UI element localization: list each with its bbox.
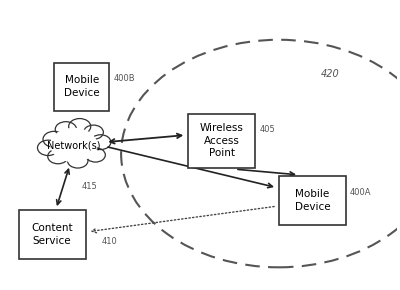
FancyBboxPatch shape (279, 176, 346, 225)
Circle shape (90, 135, 111, 150)
Circle shape (55, 122, 76, 137)
FancyBboxPatch shape (54, 63, 109, 111)
Text: Wireless
Access
Point: Wireless Access Point (200, 123, 244, 158)
Text: 410: 410 (101, 238, 117, 246)
Circle shape (43, 131, 65, 147)
FancyBboxPatch shape (18, 211, 86, 259)
Circle shape (51, 128, 97, 162)
Circle shape (48, 149, 68, 164)
Text: 400A: 400A (350, 188, 371, 197)
Circle shape (51, 128, 97, 162)
Text: 415: 415 (82, 182, 98, 191)
Circle shape (84, 125, 103, 139)
FancyBboxPatch shape (188, 114, 255, 168)
Text: Mobile
Device: Mobile Device (64, 75, 100, 98)
Text: 400B: 400B (113, 74, 135, 83)
Text: 405: 405 (259, 125, 275, 134)
Circle shape (68, 153, 88, 168)
Text: Content
Service: Content Service (31, 223, 73, 246)
Circle shape (86, 148, 105, 162)
Text: Network(s): Network(s) (47, 140, 100, 150)
Circle shape (69, 119, 91, 135)
Text: Mobile
Device: Mobile Device (295, 189, 330, 212)
Text: 420: 420 (321, 69, 340, 79)
Circle shape (38, 140, 59, 155)
